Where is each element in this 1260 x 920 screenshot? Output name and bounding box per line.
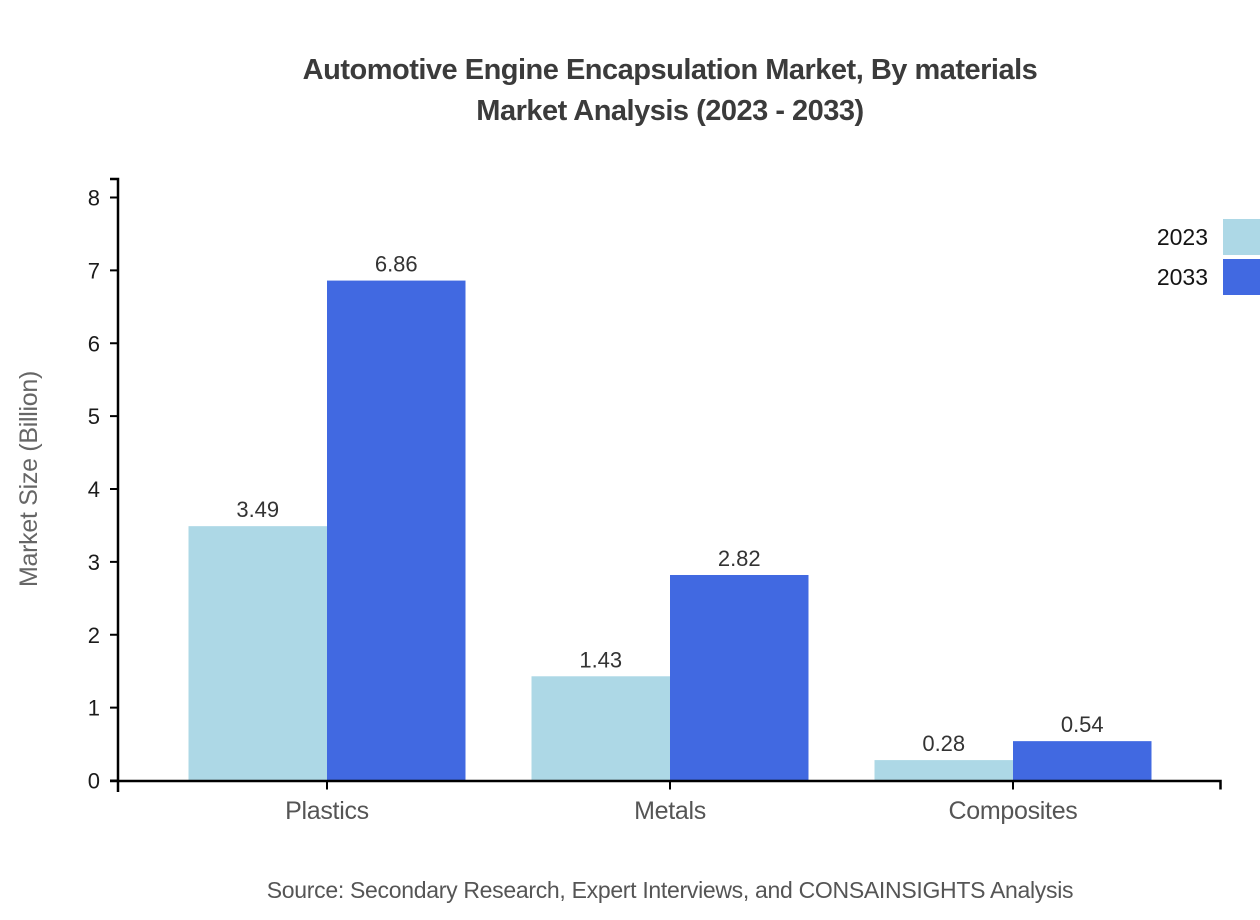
y-axis-title: Market Size (Billion)	[15, 371, 43, 587]
y-tick-label: 2	[88, 623, 100, 648]
value-label: 1.43	[579, 647, 622, 672]
legend-item-2023: 2023	[1157, 219, 1260, 255]
value-label: 6.86	[375, 252, 418, 277]
y-tick-label: 5	[88, 404, 100, 429]
chart-title-line2: Market Analysis (2023 - 2033)	[476, 95, 864, 127]
legend-swatch	[1223, 219, 1260, 255]
bar-2023-Metals	[531, 676, 670, 781]
y-tick-label: 1	[88, 696, 100, 721]
bar-2023-Plastics	[188, 526, 327, 781]
category-label: Metals	[634, 797, 706, 825]
chart-title: Automotive Engine Encapsulation Market, …	[80, 50, 1260, 132]
bar-2033-Composites	[1013, 741, 1152, 781]
value-label: 0.28	[922, 731, 965, 756]
chart-title-line1: Automotive Engine Encapsulation Market, …	[302, 54, 1038, 86]
value-label: 0.54	[1061, 712, 1104, 737]
y-tick-label: 8	[88, 186, 100, 211]
bar-2033-Plastics	[327, 280, 466, 781]
y-tick-label: 0	[88, 769, 100, 794]
x-axis-line	[110, 779, 1222, 790]
legend-label: 2023	[1156, 223, 1208, 250]
y-tick-label: 4	[88, 477, 100, 502]
y-axis-line	[110, 177, 120, 792]
source-note: Source: Secondary Research, Expert Inter…	[266, 877, 1074, 903]
legend-label: 2033	[1156, 263, 1208, 290]
y-tick-label: 3	[88, 550, 100, 575]
legend: 2023 2033	[1157, 219, 1260, 299]
y-tick-label: 7	[88, 258, 100, 283]
category-label: Composites	[949, 797, 1078, 825]
category-label: Plastics	[285, 797, 369, 825]
value-label: 3.49	[236, 497, 279, 522]
legend-item-2033: 2033	[1157, 259, 1260, 295]
y-tick-label: 6	[88, 331, 100, 356]
legend-swatch	[1223, 259, 1260, 295]
bar-2023-Composites	[874, 760, 1013, 781]
value-label: 2.82	[718, 546, 761, 571]
bar-2033-Metals	[670, 574, 809, 781]
